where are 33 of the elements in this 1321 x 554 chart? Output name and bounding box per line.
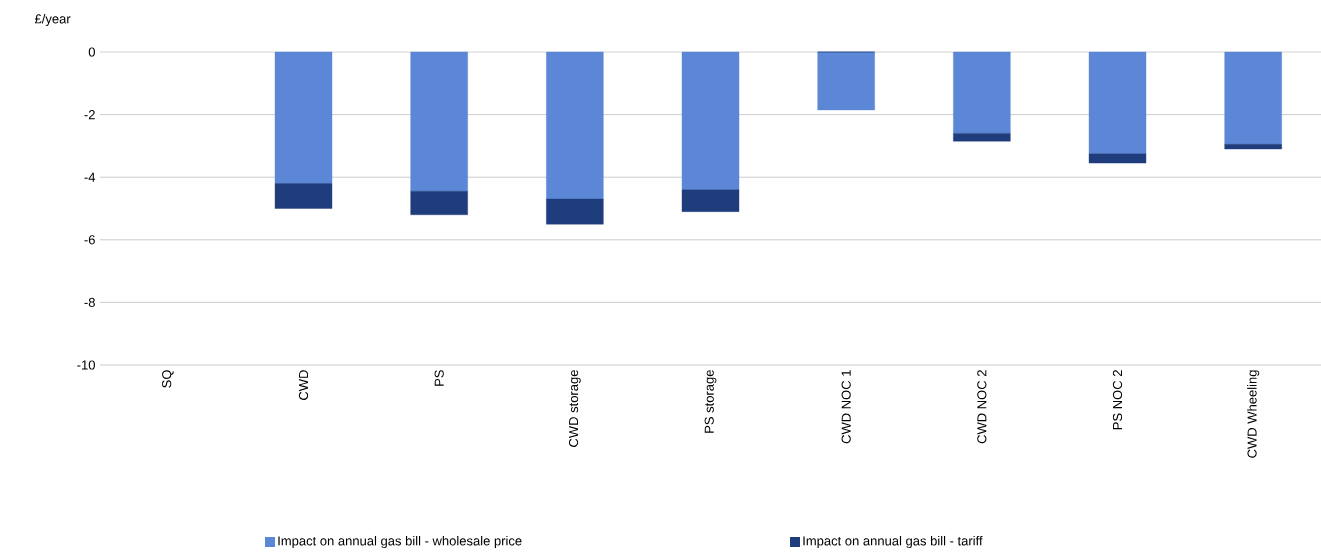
- x-tick-label: SQ: [162, 370, 174, 388]
- y-tick-label: -4: [84, 172, 96, 182]
- bar: [546, 198, 604, 225]
- x-tick-label: PS: [434, 370, 444, 386]
- y-tick-label: -10: [77, 360, 95, 370]
- x-tick-label: CWD NOC 2: [977, 370, 987, 444]
- bar: [681, 189, 740, 212]
- y-axis-title: £/year: [34, 13, 71, 27]
- y-tick-label: -6: [84, 235, 95, 245]
- legend-label: Impact on annual gas bill - wholesale price: [278, 535, 522, 549]
- y-tick-label: -2: [84, 110, 95, 120]
- bar: [274, 183, 333, 209]
- x-tick-label: CWD: [298, 370, 309, 400]
- bar: [817, 51, 875, 111]
- bar: [410, 191, 468, 215]
- x-tick-label: CWD NOC 1: [841, 370, 851, 444]
- bar: [953, 133, 1011, 142]
- y-tick-label: 0: [88, 47, 95, 57]
- bar: [546, 51, 604, 200]
- x-tick-label: PS storage: [704, 370, 717, 433]
- bar: [1088, 153, 1147, 164]
- bar: [1224, 144, 1282, 150]
- bar: [681, 51, 740, 190]
- bar: [1088, 51, 1147, 154]
- x-tick-label: PS NOC 2: [1112, 370, 1123, 430]
- bar: [953, 51, 1011, 134]
- legend-label: Impact on annual gas bill - tariff: [803, 535, 983, 549]
- bar: [274, 51, 333, 184]
- x-tick-label: CWD Wheeling: [1247, 370, 1260, 458]
- bar: [1224, 51, 1282, 145]
- y-tick-label: -8: [84, 297, 95, 307]
- bar: [410, 51, 468, 192]
- x-tick-label: CWD storage: [568, 370, 581, 447]
